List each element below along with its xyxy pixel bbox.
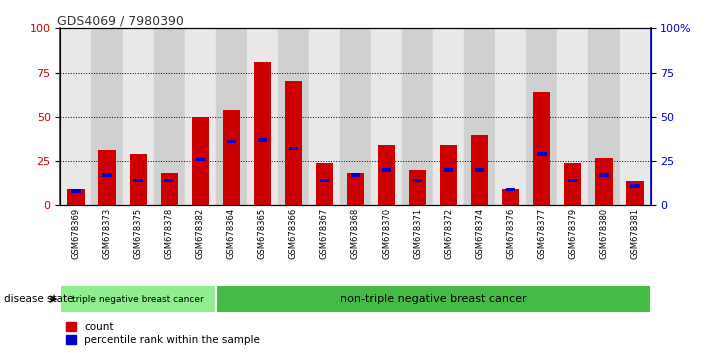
Bar xyxy=(154,28,185,205)
Text: GDS4069 / 7980390: GDS4069 / 7980390 xyxy=(58,14,184,27)
Bar xyxy=(440,145,457,205)
Bar xyxy=(129,154,146,205)
Bar xyxy=(595,158,612,205)
Bar xyxy=(185,28,215,205)
Bar xyxy=(102,173,112,177)
Bar xyxy=(496,28,526,205)
Bar xyxy=(92,28,122,205)
Bar xyxy=(402,28,433,205)
Bar xyxy=(626,181,643,205)
Bar xyxy=(351,173,360,177)
Bar xyxy=(413,179,422,182)
Bar xyxy=(433,28,464,205)
Bar xyxy=(60,285,215,313)
Bar xyxy=(316,163,333,205)
Bar xyxy=(223,110,240,205)
Bar xyxy=(196,158,205,161)
Bar xyxy=(164,179,174,182)
Bar xyxy=(409,170,426,205)
Text: non-triple negative breast cancer: non-triple negative breast cancer xyxy=(340,294,526,304)
Bar xyxy=(444,168,454,172)
Bar xyxy=(320,179,329,182)
Bar xyxy=(502,189,519,205)
Bar xyxy=(533,92,550,205)
Bar xyxy=(247,28,278,205)
Legend: count, percentile rank within the sample: count, percentile rank within the sample xyxy=(65,322,260,345)
Bar xyxy=(557,28,589,205)
Bar xyxy=(99,150,116,205)
Bar xyxy=(347,173,364,205)
Bar xyxy=(471,135,488,205)
Bar xyxy=(537,152,547,156)
Bar xyxy=(285,81,302,205)
Bar xyxy=(340,28,371,205)
Bar xyxy=(309,28,340,205)
Bar xyxy=(257,138,267,142)
Bar xyxy=(68,189,85,205)
Bar xyxy=(599,173,609,177)
Bar xyxy=(215,285,651,313)
Bar xyxy=(122,28,154,205)
Bar xyxy=(254,62,271,205)
Bar xyxy=(289,147,298,150)
Bar xyxy=(464,28,496,205)
Bar xyxy=(568,179,577,182)
Bar xyxy=(382,168,391,172)
Bar xyxy=(526,28,557,205)
Bar xyxy=(192,117,209,205)
Bar xyxy=(278,28,309,205)
Bar xyxy=(619,28,651,205)
Bar xyxy=(378,145,395,205)
Bar xyxy=(161,173,178,205)
Bar xyxy=(60,28,92,205)
Bar xyxy=(631,184,640,188)
Bar xyxy=(589,28,619,205)
Bar xyxy=(71,189,80,193)
Text: triple negative breast cancer: triple negative breast cancer xyxy=(73,295,204,304)
Bar xyxy=(506,188,515,191)
Bar xyxy=(475,168,484,172)
Bar xyxy=(227,140,236,143)
Bar xyxy=(565,163,582,205)
Text: disease state: disease state xyxy=(4,294,73,304)
Bar xyxy=(371,28,402,205)
Bar xyxy=(134,179,143,182)
Bar xyxy=(215,28,247,205)
